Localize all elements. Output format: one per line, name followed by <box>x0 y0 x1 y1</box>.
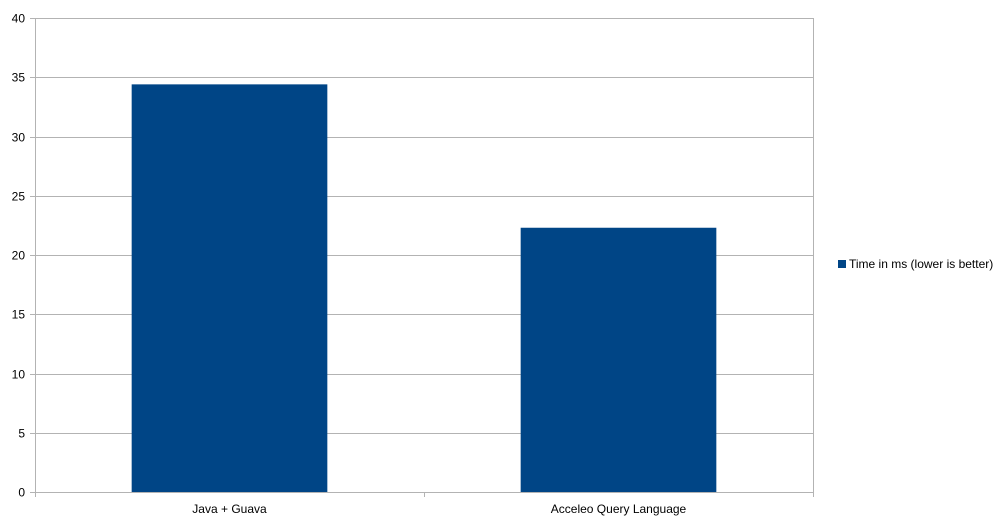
y-tick-label: 25 <box>12 190 26 204</box>
x-axis-ticks: Java + Guava Acceleo Query Language <box>192 492 687 516</box>
y-tick-label: 15 <box>12 308 26 322</box>
y-tick-label: 30 <box>12 131 26 145</box>
x-tick-label: Acceleo Query Language <box>551 502 687 516</box>
y-tick-label: 5 <box>18 427 25 441</box>
y-tick-label: 0 <box>18 486 25 500</box>
legend-label: Time in ms (lower is better) <box>849 257 993 271</box>
bars <box>131 84 717 493</box>
legend: Time in ms (lower is better) <box>838 257 993 271</box>
y-tick-label: 10 <box>12 368 26 382</box>
y-tick-label: 35 <box>12 71 26 85</box>
x-tick-label: Java + Guava <box>192 502 267 516</box>
y-tick-label: 20 <box>12 249 26 263</box>
bar-1 <box>520 227 717 492</box>
bar-0 <box>131 84 328 493</box>
legend-swatch <box>838 260 846 268</box>
y-tick-label: 40 <box>12 12 26 26</box>
y-axis-ticks: 0 5 10 15 20 25 30 35 40 <box>12 12 35 500</box>
